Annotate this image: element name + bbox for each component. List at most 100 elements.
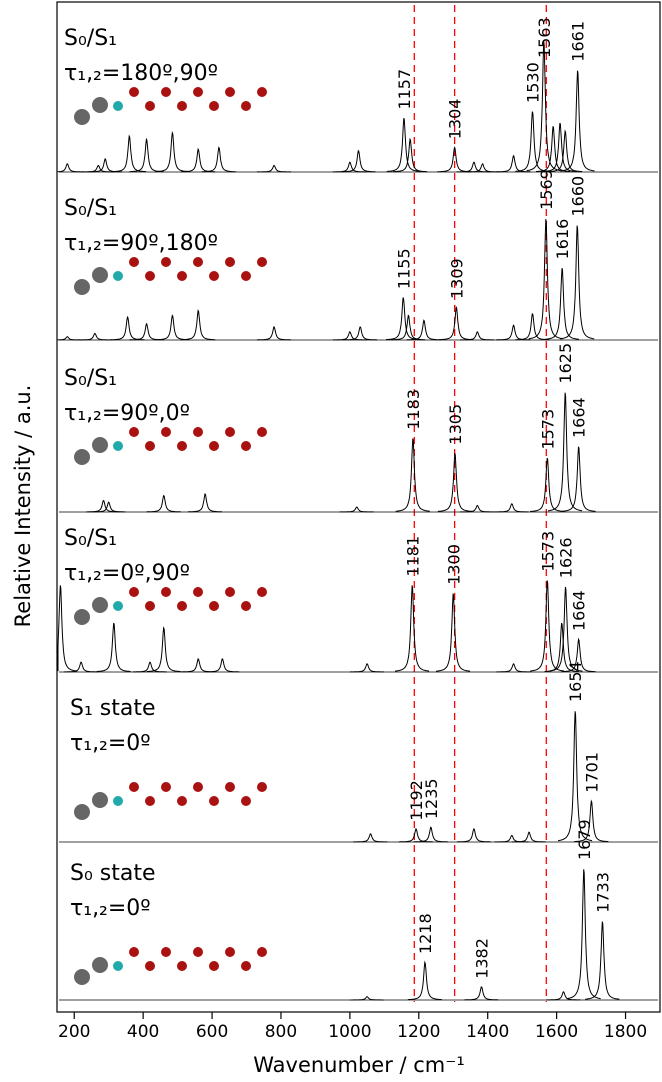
peak-label: 1305: [446, 404, 465, 445]
molecule-atom: [113, 101, 123, 111]
molecule-atom: [209, 441, 219, 451]
molecule-atom: [74, 969, 90, 985]
spectrum-peak: [545, 268, 579, 339]
molecule-atom: [177, 961, 187, 971]
spectrum-peak: [436, 594, 470, 672]
spectrum-peak: [205, 659, 239, 672]
molecule-atom: [129, 87, 139, 97]
spectrum-peak: [129, 324, 163, 340]
molecule-atom: [145, 101, 155, 111]
spectrum-peak: [512, 832, 546, 842]
peak-label: 1573: [538, 409, 557, 450]
molecule-atom: [145, 601, 155, 611]
molecule-atom: [113, 601, 123, 611]
spectrum-peak: [515, 314, 549, 340]
panel-label: τ₁,₂=0º,90º: [64, 561, 190, 586]
peak-label: 1654: [566, 661, 585, 702]
spectrum-peak: [257, 327, 291, 340]
molecule-atom: [193, 587, 203, 597]
chart: Relative Intensity / a.u. Wavenumber / c…: [0, 0, 662, 1082]
peak-label: 1218: [416, 913, 435, 954]
molecule-atom: [241, 441, 251, 451]
molecule-atom: [129, 782, 139, 792]
peak-label: 1661: [569, 21, 588, 62]
spectrum-peak: [560, 71, 594, 171]
spectrum-peak: [585, 922, 619, 1000]
molecule-atom: [113, 441, 123, 451]
panel-label: τ₁,₂=90º,180º: [64, 231, 218, 256]
molecule-atom: [74, 804, 90, 820]
molecule-atom: [257, 947, 267, 957]
molecule-atom: [257, 587, 267, 597]
peak-label: 1181: [403, 536, 422, 577]
spectrum-peak: [181, 311, 215, 340]
panel-label: S₀ state: [70, 861, 156, 886]
spectrum-peak: [88, 159, 122, 172]
peak-label: 1626: [557, 537, 576, 578]
molecule-atom: [92, 792, 108, 808]
molecule-atom: [74, 279, 90, 295]
molecule-atom: [209, 796, 219, 806]
peak-label: 1563: [535, 17, 554, 58]
spectrum-peak: [181, 149, 215, 172]
panel-label: S₀/S₁: [64, 196, 117, 221]
molecule-atom: [145, 961, 155, 971]
spectrum-peak: [58, 585, 77, 671]
molecule-atom: [177, 271, 187, 281]
molecule-atom: [241, 101, 251, 111]
peak-label: 1304: [446, 99, 465, 140]
molecule-atom: [177, 601, 187, 611]
molecule-atom: [161, 427, 171, 437]
spectrum-peak: [257, 166, 291, 172]
molecule-atom: [241, 601, 251, 611]
spectrum-peak: [341, 151, 375, 172]
spectrum-peak: [395, 585, 429, 671]
spectrum-peak: [457, 829, 491, 842]
spectrum-peak: [496, 156, 530, 172]
peak-label: 1573: [538, 531, 557, 572]
molecule-atom: [161, 782, 171, 792]
spectrum-peak: [527, 41, 561, 170]
x-tick-label: 1800: [604, 1022, 647, 1042]
x-tick-label: 1400: [466, 1022, 509, 1042]
spectrum-peak: [353, 834, 387, 842]
molecule-atom: [241, 271, 251, 281]
molecule-atom: [92, 437, 108, 453]
molecule-atom: [92, 957, 108, 973]
spectrum-peak: [399, 829, 433, 842]
spectrum-peak: [97, 623, 131, 672]
spectrum-peak: [112, 136, 146, 172]
x-axis-label: Wavenumber / cm⁻¹: [253, 1053, 465, 1077]
molecule-atom: [225, 782, 235, 792]
molecule-atom: [193, 427, 203, 437]
molecule-atom: [257, 782, 267, 792]
x-tick-label: 400: [127, 1022, 159, 1042]
peak-label: 1183: [404, 389, 423, 430]
molecule-atom: [209, 101, 219, 111]
panel-label: S₀/S₁: [64, 526, 117, 551]
x-tick-label: 600: [196, 1022, 228, 1042]
spectrum-peak: [343, 327, 377, 340]
y-axis-label: Relative Intensity / a.u.: [11, 385, 35, 628]
peak-label: 1382: [473, 938, 492, 979]
molecule-atom: [225, 947, 235, 957]
molecule-atom: [129, 427, 139, 437]
molecule-atom: [257, 257, 267, 267]
panel-label: τ₁,₂=0º: [70, 896, 151, 921]
spectrum-peak: [155, 316, 189, 340]
spectrum-peak: [408, 962, 442, 999]
molecule-atom: [74, 609, 90, 625]
spectrum-peak: [64, 662, 98, 672]
spectrum-peak: [350, 664, 384, 672]
spectrum-peak: [188, 494, 222, 512]
spectrum-peak: [147, 628, 181, 672]
peak-label: 1155: [394, 248, 413, 289]
molecule-atom: [193, 782, 203, 792]
molecule-atom: [241, 796, 251, 806]
molecule-atom: [113, 796, 123, 806]
peak-label: 1701: [582, 752, 601, 793]
molecule-atom: [225, 257, 235, 267]
molecule-atom: [74, 109, 90, 125]
molecule-atom: [161, 257, 171, 267]
panel-label: S₀/S₁: [64, 26, 117, 51]
